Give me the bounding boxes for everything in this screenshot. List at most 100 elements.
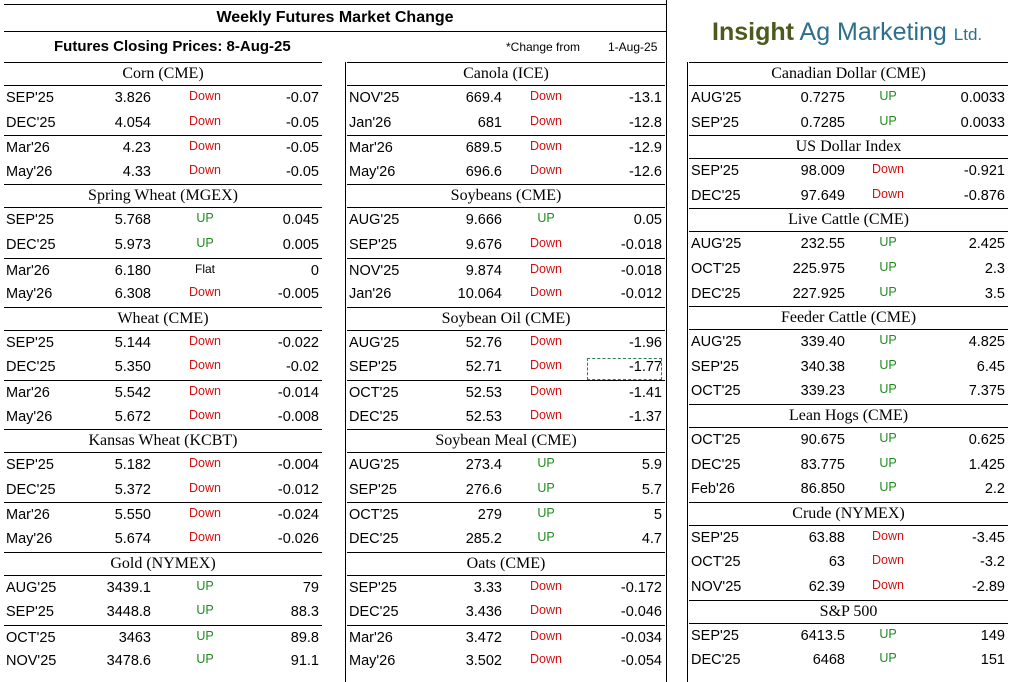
- contract-month: SEP'25: [6, 604, 54, 621]
- contract-row: OCT'25 90.675 UP 0.625: [689, 428, 1008, 453]
- contract-month: OCT'25: [691, 383, 741, 400]
- closing-price: 6413.5: [800, 627, 845, 644]
- selected-cell-marker[interactable]: [587, 358, 662, 380]
- weekly-change: 0.625: [968, 431, 1005, 448]
- weekly-change: 91.1: [290, 653, 319, 670]
- closing-price: 5.182: [114, 457, 151, 474]
- contract-row: DEC'25 5.350 Down -0.02: [4, 355, 322, 380]
- contract-row: Jan'26 681 Down -12.8: [347, 111, 665, 136]
- weekly-change: -12.6: [628, 163, 662, 180]
- section-title: Spring Wheat (MGEX): [4, 184, 322, 209]
- direction-indicator: Down: [530, 628, 562, 643]
- contract-row: DEC'25 97.649 Down -0.876: [689, 184, 1008, 209]
- contract-month: Mar'26: [349, 629, 393, 646]
- closing-price: 83.775: [800, 456, 845, 473]
- contract-row: DEC'25 5.973 UP 0.005: [4, 233, 322, 258]
- section-title: Gold (NYMEX): [4, 551, 322, 576]
- closing-price: 3448.8: [106, 604, 151, 621]
- direction-indicator: UP: [879, 333, 897, 348]
- direction-indicator: UP: [879, 235, 897, 250]
- column-financial-livestock: Canadian Dollar (CME) AUG'25 0.7275 UP 0.003…: [689, 62, 1008, 673]
- contract-row: SEP'25 276.6 UP 5.7: [347, 478, 665, 503]
- contract-row: SEP'25 98.009 Down -0.921: [689, 159, 1008, 184]
- direction-indicator: Down: [189, 333, 221, 348]
- direction-indicator: UP: [537, 480, 555, 495]
- section-title: Lean Hogs (CME): [689, 403, 1008, 428]
- section-title: Canola (ICE): [347, 62, 665, 86]
- column-oilseeds: Canola (ICE) NOV'25 669.4 Down -13.1 Jan'26 68…: [347, 62, 665, 674]
- contract-row: Mar'26 5.550 Down -0.024: [4, 502, 322, 527]
- closing-price: 3.472: [465, 629, 502, 646]
- contract-row: DEC'25 285.2 UP 4.7: [347, 527, 665, 552]
- contract-row: Feb'26 86.850 UP 2.2: [689, 477, 1008, 502]
- direction-indicator: Down: [530, 407, 562, 422]
- direction-indicator: Down: [530, 383, 562, 398]
- direction-indicator: UP: [879, 89, 897, 103]
- contract-month: Mar'26: [6, 507, 50, 524]
- contract-month: DEC'25: [691, 285, 741, 302]
- weekly-change: -0.024: [277, 507, 319, 524]
- contract-row: AUG'25 232.55 UP 2.425: [689, 232, 1008, 257]
- closing-price: 3.33: [473, 579, 502, 596]
- direction-indicator: UP: [879, 259, 897, 274]
- closing-price: 3.502: [465, 653, 502, 670]
- closing-price: 90.675: [800, 431, 845, 448]
- direction-indicator: UP: [879, 113, 897, 128]
- closing-price: 227.925: [792, 285, 845, 302]
- closing-price: 3478.6: [106, 653, 151, 670]
- closing-price: 5.672: [114, 408, 151, 425]
- weekly-change: -1.41: [628, 384, 662, 401]
- closing-price: 669.4: [465, 90, 502, 106]
- closing-price: 232.55: [800, 236, 845, 253]
- weekly-change: -0.05: [285, 114, 319, 131]
- contract-row: AUG'25 0.7275 UP 0.0033: [689, 86, 1008, 111]
- closing-price: 9.874: [465, 262, 502, 279]
- contract-month: SEP'25: [6, 334, 54, 351]
- weekly-change: -13.1: [628, 90, 662, 106]
- direction-indicator: UP: [196, 235, 214, 250]
- closing-price: 0.7285: [800, 114, 845, 131]
- change-note: *Change from: [506, 40, 581, 54]
- direction-indicator: Down: [189, 529, 221, 544]
- direction-indicator: UP: [537, 456, 555, 471]
- contract-month: SEP'25: [349, 579, 397, 596]
- closing-price: 681: [477, 114, 502, 131]
- section-title: Live Cattle (CME): [689, 208, 1008, 233]
- direction-indicator: Down: [530, 358, 562, 373]
- direction-indicator: Down: [189, 407, 221, 422]
- weekly-change: 88.3: [290, 604, 319, 621]
- contract-month: Mar'26: [6, 140, 50, 157]
- contract-row: NOV'25 9.874 Down -0.018: [347, 257, 665, 283]
- contract-month: SEP'25: [349, 236, 397, 253]
- direction-indicator: Down: [530, 89, 562, 103]
- contract-month: NOV'25: [349, 262, 400, 279]
- contract-row: SEP'25 3448.8 UP 88.3: [4, 600, 322, 625]
- direction-indicator: Down: [530, 235, 562, 250]
- direction-indicator: Down: [189, 113, 221, 128]
- closing-price: 3463: [118, 629, 151, 646]
- weekly-change: 151: [980, 652, 1005, 669]
- section-title: Kansas Wheat (KCBT): [4, 429, 322, 454]
- contract-row: DEC'25 5.372 Down -0.012: [4, 478, 322, 503]
- direction-indicator: Down: [872, 553, 904, 568]
- contract-month: SEP'25: [6, 90, 54, 106]
- contract-month: DEC'25: [6, 359, 56, 376]
- contract-month: DEC'25: [691, 652, 741, 669]
- contract-month: May'26: [6, 163, 53, 180]
- closing-price: 4.33: [122, 163, 151, 180]
- contract-row: Mar'26 689.5 Down -12.9: [347, 135, 665, 160]
- contract-row: May'26 3.502 Down -0.054: [347, 649, 665, 674]
- direction-indicator: UP: [537, 529, 555, 544]
- closing-price: 3.436: [465, 604, 502, 621]
- contract-row: DEC'25 227.925 UP 3.5: [689, 282, 1008, 307]
- contract-month: DEC'25: [349, 604, 399, 621]
- contract-month: OCT'25: [349, 384, 399, 401]
- contract-month: DEC'25: [349, 408, 399, 425]
- contract-row: Mar'26 5.542 Down -0.014: [4, 379, 322, 405]
- weekly-change: -0.005: [277, 286, 319, 303]
- contract-month: SEP'25: [349, 359, 397, 376]
- weekly-change: -0.034: [620, 629, 662, 646]
- direction-indicator: UP: [879, 651, 897, 666]
- weekly-change: 2.2: [984, 481, 1005, 498]
- direction-indicator: UP: [879, 455, 897, 470]
